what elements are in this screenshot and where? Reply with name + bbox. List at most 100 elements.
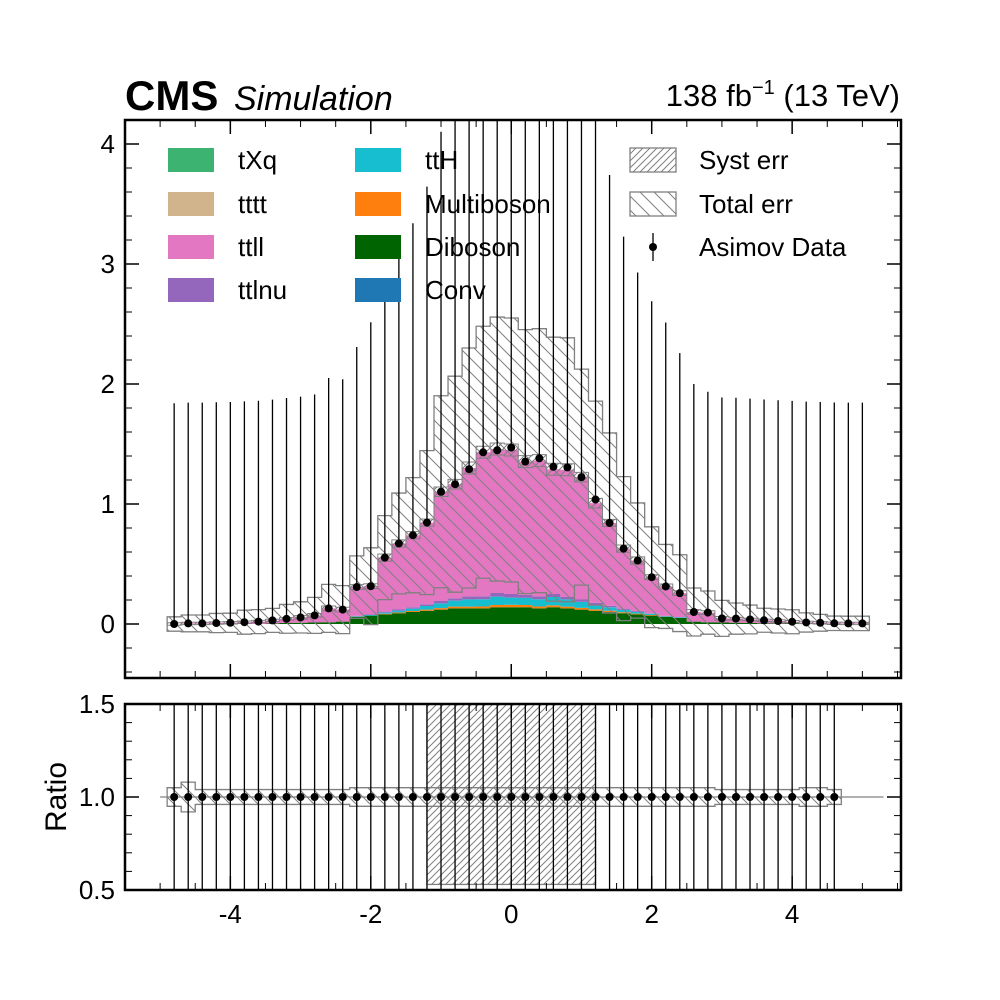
legend-swatch-txq	[168, 148, 214, 172]
data-point	[451, 480, 460, 489]
ratio-y-tick-label: 1.5	[79, 689, 115, 719]
legend-label-total-err: Total err	[699, 189, 793, 219]
ratio-point	[577, 793, 586, 801]
ratio-y-tick-label: 0.5	[79, 875, 115, 905]
data-point	[746, 615, 755, 624]
legend-swatch-diboson	[355, 235, 401, 259]
data-point	[380, 553, 389, 562]
data-point	[296, 613, 305, 622]
y-tick-label: 2	[101, 369, 115, 399]
ratio-point	[437, 793, 446, 801]
x-tick-label: 2	[644, 899, 658, 929]
legend-swatch-tttt	[168, 192, 214, 216]
data-point	[591, 495, 600, 504]
data-point	[254, 617, 263, 626]
legend-swatch-ttll	[168, 235, 214, 259]
data-point	[212, 619, 221, 628]
data-point	[858, 619, 867, 628]
legend-label-conv: Conv	[425, 275, 486, 305]
ratio-point	[226, 793, 235, 801]
legend-label-tth: ttH	[425, 145, 458, 175]
data-point	[521, 457, 530, 466]
legend: tXq tttt ttll ttlnu ttH Multiboson Diboson Conv…	[168, 145, 847, 305]
ratio-y-axis-label: Ratio	[40, 762, 73, 832]
legend-swatch-total-err	[629, 191, 677, 217]
ratio-point	[731, 793, 740, 801]
data-point	[324, 604, 333, 613]
data-point	[198, 619, 207, 628]
data-point	[507, 443, 516, 452]
legend-swatch-conv	[355, 278, 401, 302]
total-err-band	[166, 316, 871, 638]
data-point	[788, 617, 797, 626]
stack-tth	[167, 596, 870, 624]
ratio-point	[717, 793, 726, 801]
ratio-point	[591, 793, 600, 801]
ratio-point	[465, 793, 474, 801]
legend-swatch-ttlnu	[168, 278, 214, 302]
ratio-point	[675, 793, 684, 801]
ratio-point	[198, 793, 207, 801]
data-point	[605, 518, 614, 527]
ratio-point	[408, 793, 417, 801]
x-tick-label: -4	[219, 899, 242, 929]
lumi-label: 138 fb−1 (13 TeV)	[666, 77, 900, 113]
data-point	[535, 454, 544, 463]
ratio-axes: 0.5 1.0 1.5 -4 -2 0 2 4	[79, 689, 903, 929]
data-point	[689, 608, 698, 616]
y-tick-label: 0	[101, 609, 115, 639]
ratio-point	[647, 793, 656, 801]
data-point	[844, 619, 853, 628]
ratio-point	[746, 793, 755, 801]
data-point	[577, 473, 586, 482]
legend-label-tttt: tttt	[238, 189, 268, 219]
x-tick-label: 4	[785, 899, 799, 929]
legend-label-asimov-data: Asimov Data	[699, 232, 847, 262]
legend-label-diboson: Diboson	[425, 232, 520, 262]
x-tick-label: -2	[359, 899, 382, 929]
ratio-point	[254, 793, 263, 801]
data-point	[184, 619, 193, 628]
data-point	[647, 573, 656, 582]
ratio-point	[451, 793, 460, 801]
ratio-point	[380, 793, 389, 801]
data-point	[619, 544, 628, 553]
legend-label-txq: tXq	[238, 145, 277, 175]
ratio-point	[816, 793, 825, 801]
ratio-point	[521, 793, 530, 801]
stack-diboson	[167, 607, 870, 624]
legend-label-ttlnu: ttlnu	[238, 275, 287, 305]
ratio-point	[282, 793, 291, 801]
data-point	[493, 446, 502, 455]
data-point	[240, 618, 249, 627]
ratio-point	[802, 793, 811, 801]
ratio-point	[240, 793, 249, 801]
ratio-point	[788, 793, 797, 801]
ratio-point	[170, 793, 179, 801]
ratio-point	[366, 793, 375, 801]
lumi-exponent: −1	[752, 77, 775, 99]
ratio-point	[212, 793, 221, 801]
ratio-point	[760, 793, 769, 801]
ratio-point	[338, 793, 347, 801]
data-point	[282, 614, 291, 623]
ratio-point	[324, 793, 333, 801]
data-point	[774, 617, 783, 625]
data-point	[760, 616, 769, 625]
data-point	[310, 611, 319, 620]
legend-swatch-syst-err	[629, 147, 677, 173]
legend-label-multiboson: Multiboson	[425, 189, 551, 219]
data-point	[661, 582, 670, 591]
ratio-point	[493, 793, 502, 801]
experiment-label: CMS	[125, 72, 218, 119]
ratio-point	[479, 793, 488, 801]
x-tick-label: 0	[504, 899, 518, 929]
ratio-point	[563, 793, 572, 801]
lumi-main: 138 fb	[666, 78, 752, 113]
ratio-point	[689, 793, 698, 801]
main-frame	[123, 118, 903, 680]
y-tick-label: 3	[101, 249, 115, 279]
data-point	[352, 583, 361, 592]
data-point	[226, 618, 235, 627]
